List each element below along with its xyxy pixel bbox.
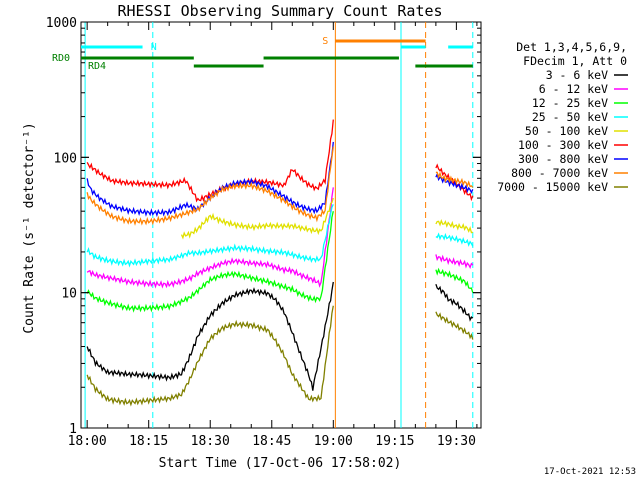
x-tick-label: 18:30 (191, 434, 230, 449)
series-line (180, 197, 473, 240)
y-tick-label: 1 (69, 422, 77, 437)
y-tick-label: 10 (61, 287, 77, 302)
chart-title: RHESSI Observing Summary Count Rates (117, 2, 442, 20)
plot-border (80, 21, 482, 429)
series-line (86, 187, 474, 289)
y-axis-ticks: 1 10 100 1000 (46, 16, 481, 437)
legend-entry-label: 100 - 300 keV (518, 138, 608, 152)
series-line (86, 146, 474, 226)
series-line (86, 141, 474, 218)
timestamp-label: 17-Oct-2021 12:53 (544, 467, 636, 477)
legend-entry-label: 800 - 7000 keV (511, 166, 608, 180)
series-line (86, 119, 474, 203)
x-tick-label: 19:30 (437, 434, 476, 449)
rd0-flag-label: RD0 (52, 53, 70, 64)
y-axis-label: Count Rate (s⁻¹ detector⁻¹) (22, 122, 37, 333)
legend-entry-label: 50 - 100 keV (525, 124, 608, 138)
y-tick-label: 1000 (46, 16, 77, 31)
legend-entry-label: 3 - 6 keV (546, 68, 608, 82)
legend-entry-label: 12 - 25 keV (532, 96, 608, 110)
x-tick-label: 18:45 (252, 434, 291, 449)
x-tick-label: 18:15 (129, 434, 168, 449)
legend-header: FDecim 1, Att 0 (523, 54, 627, 68)
x-tick-label: 18:00 (68, 434, 107, 449)
s-flag-label: S (322, 36, 328, 47)
legend-header: Det 1,3,4,5,6,9, (516, 40, 627, 54)
series-line (86, 305, 474, 407)
legend-entry-label: 6 - 12 keV (539, 82, 608, 96)
x-axis-label: Start Time (17-Oct-06 17:58:02) (159, 456, 402, 471)
x-axis-ticks: 18:00 18:15 18:30 18:45 19:00 19:15 19:30 (68, 22, 478, 449)
legend-entry-label: 300 - 800 keV (518, 152, 608, 166)
legend-entry-label: 7000 - 15000 keV (497, 180, 608, 194)
y-tick-label: 100 (54, 151, 77, 166)
x-tick-label: 19:15 (375, 434, 414, 449)
data-series (86, 119, 474, 407)
rd4-flag-label: RD4 (88, 61, 106, 72)
series-line (86, 211, 474, 313)
series-line (86, 204, 474, 268)
legend: Det 1,3,4,5,6,9,FDecim 1, Att 03 - 6 keV… (497, 40, 628, 194)
n-flag-label: N (151, 42, 157, 53)
plot-frame (80, 21, 482, 429)
status-flags: N S RD0 RD4 (52, 22, 474, 428)
x-tick-label: 19:00 (314, 434, 353, 449)
series-line (86, 281, 474, 391)
legend-entry-label: 25 - 50 keV (532, 110, 608, 124)
